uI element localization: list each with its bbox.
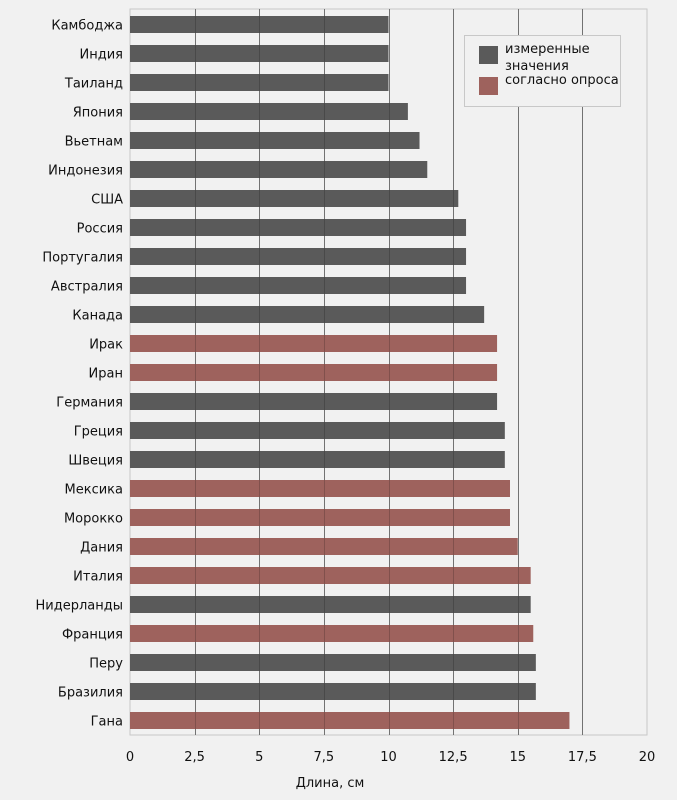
category-label: Гана bbox=[91, 715, 123, 730]
legend-swatch-measured bbox=[479, 46, 498, 64]
category-label: Перу bbox=[89, 657, 123, 672]
category-label: Австралия bbox=[51, 280, 123, 295]
bar bbox=[130, 248, 467, 265]
category-label: Вьетнам bbox=[65, 135, 123, 150]
category-label: Дания bbox=[80, 541, 123, 556]
x-tick-labels: 0 2,5 5 7,5 10 12,5 15 17,5 20 bbox=[126, 750, 655, 765]
x-axis-title: Длина, см bbox=[296, 776, 365, 791]
legend-label-measured: значения bbox=[505, 59, 569, 74]
gridlines bbox=[129, 8, 648, 736]
x-tick-label: 17,5 bbox=[568, 750, 597, 765]
bar bbox=[130, 393, 498, 410]
bar bbox=[130, 277, 467, 294]
legend-swatch-survey bbox=[479, 77, 498, 95]
legend-label-measured: измеренные bbox=[505, 42, 590, 57]
x-tick-label: 10 bbox=[380, 750, 397, 765]
category-label: Иран bbox=[89, 367, 123, 382]
bar bbox=[130, 625, 534, 642]
bar bbox=[130, 219, 467, 236]
bar bbox=[130, 451, 505, 468]
category-label: Германия bbox=[56, 396, 123, 411]
bar bbox=[130, 480, 510, 497]
category-label: Индонезия bbox=[48, 164, 123, 179]
bar bbox=[130, 161, 428, 178]
x-tick-label: 5 bbox=[255, 750, 263, 765]
category-label: Морокко bbox=[64, 512, 123, 527]
category-label: Греция bbox=[74, 425, 123, 440]
category-label: Нидерланды bbox=[36, 599, 124, 614]
x-tick-label: 0 bbox=[126, 750, 134, 765]
x-tick-label: 7,5 bbox=[314, 750, 335, 765]
x-tick-label: 15 bbox=[509, 750, 526, 765]
x-tick-label: 12,5 bbox=[439, 750, 468, 765]
bar bbox=[130, 190, 459, 207]
category-label: Италия bbox=[73, 570, 123, 585]
bar bbox=[130, 74, 389, 91]
bar bbox=[130, 567, 531, 584]
bar bbox=[130, 103, 408, 120]
category-label: США bbox=[91, 193, 123, 208]
category-label: Франция bbox=[62, 628, 123, 643]
category-label: Канада bbox=[72, 309, 123, 324]
category-label: Таиланд bbox=[64, 77, 123, 92]
bar bbox=[130, 683, 536, 700]
bar bbox=[130, 364, 498, 381]
category-label: Португалия bbox=[42, 251, 123, 266]
bar bbox=[130, 509, 510, 526]
bar bbox=[130, 538, 518, 555]
bar bbox=[130, 306, 485, 323]
category-label: Мексика bbox=[65, 483, 123, 498]
legend-label-survey: согласно опроса bbox=[505, 73, 619, 88]
bar bbox=[130, 16, 389, 33]
x-tick-label: 20 bbox=[639, 750, 656, 765]
x-tick-label: 2,5 bbox=[184, 750, 205, 765]
category-label: Индия bbox=[80, 48, 123, 63]
bar bbox=[130, 335, 498, 352]
bar bbox=[130, 596, 531, 613]
category-label: Камбоджа bbox=[51, 19, 123, 34]
category-labels: Камбоджа Индия Таиланд Япония Вьетнам Индонез… bbox=[36, 19, 124, 730]
category-label: Ирак bbox=[89, 338, 123, 353]
category-label: Швеция bbox=[68, 454, 123, 469]
bar bbox=[130, 712, 570, 729]
bar bbox=[130, 45, 389, 62]
bars bbox=[130, 9, 583, 735]
category-label: Япония bbox=[73, 106, 123, 121]
bar bbox=[130, 132, 420, 149]
bar bbox=[130, 422, 505, 439]
category-label: Бразилия bbox=[58, 686, 123, 701]
category-label: Россия bbox=[77, 222, 123, 237]
bar bbox=[130, 654, 536, 671]
